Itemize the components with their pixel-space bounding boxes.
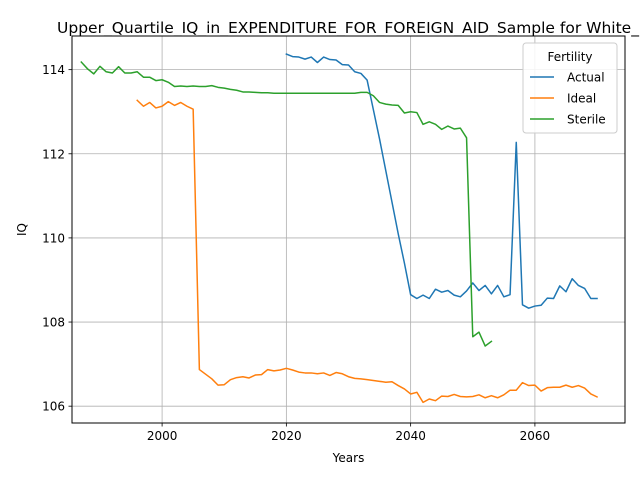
y-tick-label: 112: [42, 147, 65, 161]
axis-ticks: 2000 2020 2040 2060 106 108 110 112 114: [42, 63, 550, 443]
legend-entries: Actual Ideal Sterile: [530, 71, 606, 127]
chart-title: Upper_Quartile_IQ_in_EXPENDITURE_FOR_FOR…: [57, 19, 639, 38]
series-line-ideal: [136, 99, 599, 404]
y-axis-label: IQ: [15, 223, 29, 236]
y-tick-label: 106: [42, 400, 65, 414]
series-lines: [80, 53, 599, 404]
legend-title: Fertility: [547, 50, 592, 64]
x-tick-label: 2040: [395, 429, 426, 443]
y-tick-label: 114: [42, 63, 65, 77]
x-tick-label: 2020: [271, 429, 302, 443]
legend-label-sterile: Sterile: [567, 113, 606, 127]
legend-label-actual: Actual: [567, 71, 605, 85]
x-tick-label: 2060: [520, 429, 551, 443]
series-line-actual: [285, 53, 598, 309]
x-axis-label: Years: [332, 451, 365, 465]
series-line-sterile: [80, 61, 493, 347]
x-tick-label: 2000: [147, 429, 178, 443]
y-tick-label: 110: [42, 231, 65, 245]
legend-box: [522, 42, 618, 134]
legend: Fertility Actual Ideal Sterile: [522, 42, 618, 134]
plot-frame: [71, 35, 626, 424]
y-tick-label: 108: [42, 316, 65, 330]
legend-label-ideal: Ideal: [567, 92, 596, 106]
